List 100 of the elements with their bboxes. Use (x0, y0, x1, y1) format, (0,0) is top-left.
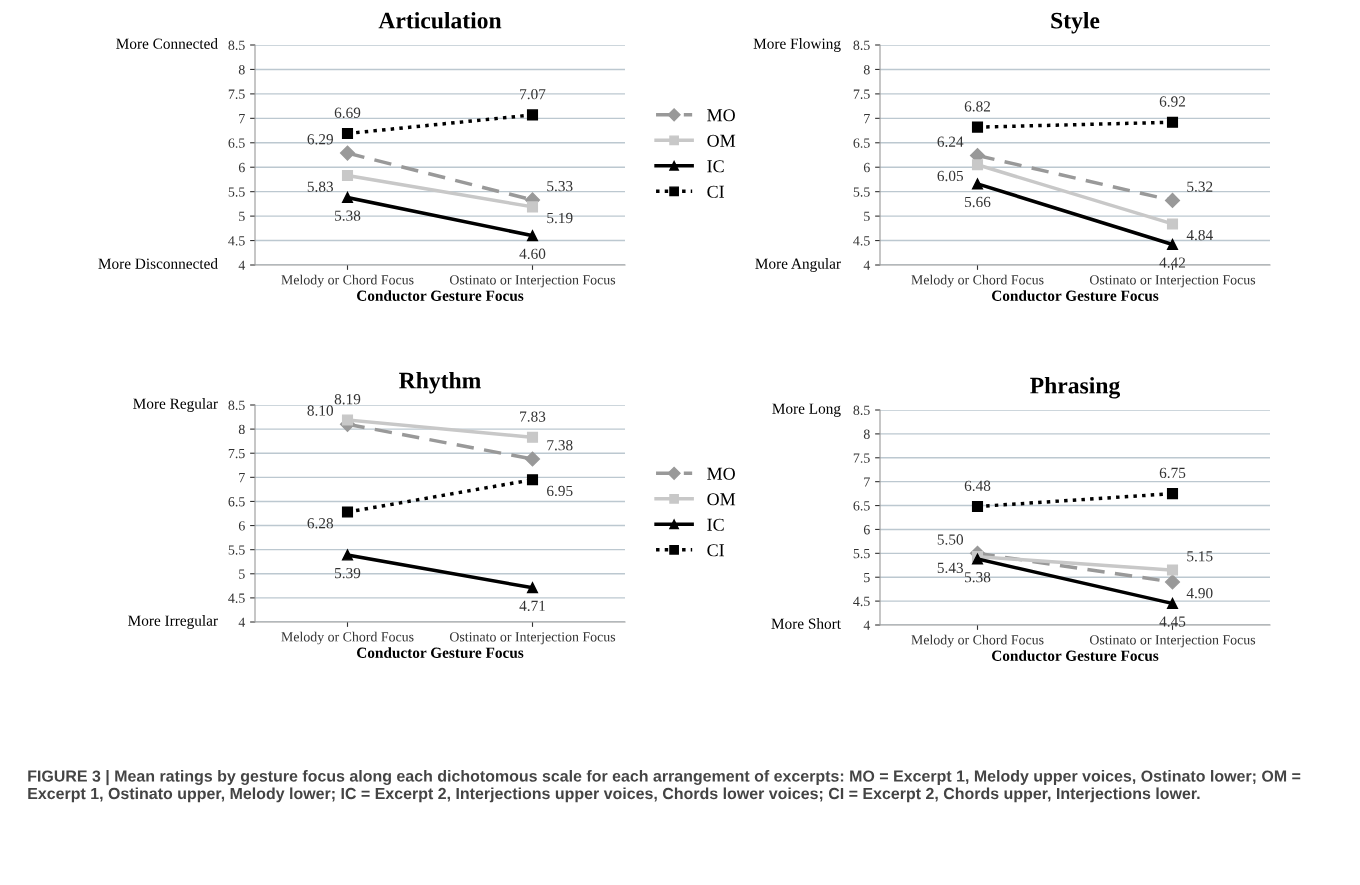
y-tick-label: 6 (238, 162, 245, 173)
legend-label: CI (707, 185, 725, 198)
y-tick-label: 7 (239, 114, 245, 124)
text: More Irregular (128, 615, 218, 629)
y-tick-label: 8 (863, 429, 870, 439)
y-tick-label: 5.5 (853, 549, 870, 559)
x-tick-label: Melody or Chord Focus (911, 274, 1044, 288)
data-label: 5.66 (965, 196, 991, 208)
point (526, 230, 539, 242)
legend-label: IC (707, 518, 724, 531)
data-label: 5.38 (965, 572, 991, 583)
y-tick-label: 4.5 (228, 593, 245, 603)
data-label: 4.60 (519, 248, 546, 259)
y-tick-label: 7.5 (853, 89, 870, 99)
y-tick-label: 5.5 (853, 187, 870, 197)
point (341, 127, 354, 140)
data-label: 7.38 (547, 440, 573, 451)
data-label: 4.71 (519, 600, 545, 612)
chart-title: Style (1051, 11, 1100, 34)
point (1166, 597, 1179, 610)
y-tick-label: 4 (238, 260, 246, 270)
legend-label: MO (707, 109, 735, 122)
legend-label: MO (707, 467, 735, 480)
data-label: 5.15 (1187, 551, 1213, 562)
y-tick-label: 6 (863, 525, 870, 535)
x-tick-label: Melody or Chord Focus (281, 631, 414, 645)
y-tick-label: 7.5 (853, 453, 870, 463)
point (524, 451, 541, 467)
y-tick-label: 7.5 (228, 448, 245, 459)
data-label: 4.90 (1186, 588, 1213, 599)
data-label: 5.33 (547, 181, 573, 192)
data-label: 6.28 (307, 518, 334, 529)
y-tick-label: 8 (238, 424, 245, 435)
point (971, 121, 984, 133)
x-tick-label: Melody or Chord Focus (281, 274, 414, 288)
data-label: 7.83 (520, 411, 546, 422)
y-tick-label: 5 (864, 572, 870, 583)
y-tick-label: 4.5 (853, 236, 870, 246)
point (341, 549, 354, 561)
y-tick-label: 8 (863, 65, 870, 75)
y-tick-label: 4 (863, 620, 871, 630)
point (1166, 238, 1179, 251)
point (526, 201, 539, 213)
data-label: 6.24 (937, 136, 964, 147)
text: More Flowing (753, 38, 841, 52)
x-tick-label: Melody or Chord Focus (911, 634, 1044, 648)
data-label: 5.19 (547, 212, 573, 224)
y-tick-label: 8.5 (228, 40, 245, 51)
y-tick-label: 7 (239, 473, 245, 483)
y-tick-label: 5.5 (228, 187, 245, 197)
y-tick-label: 8.5 (228, 400, 245, 411)
data-label: 6.48 (964, 480, 991, 491)
y-tick-label: 4 (863, 260, 871, 270)
x-axis-title: Conductor Gesture Focus (356, 647, 524, 658)
y-tick-label: 4 (238, 617, 246, 627)
y-tick-label: 5 (239, 211, 245, 222)
y-tick-label: 7.5 (228, 89, 245, 99)
y-tick-label: 6.5 (853, 138, 870, 148)
point (1166, 218, 1179, 230)
data-label: 5.38 (335, 210, 361, 221)
x-tick-label: Ostinato or Interjection Focus (1089, 635, 1256, 648)
x-axis-title: Conductor Gesture Focus (991, 290, 1159, 301)
point (339, 145, 356, 161)
chart-title: Phrasing (1030, 376, 1121, 399)
x-tick-label: Ostinato or Interjection Focus (449, 632, 616, 645)
x-tick-label: Ostinato or Interjection Focus (1089, 275, 1256, 288)
text: More Disconnected (98, 258, 218, 269)
y-tick-label: 5.5 (228, 545, 245, 555)
point (1166, 116, 1179, 128)
data-label: 8.19 (334, 394, 361, 405)
y-tick-label: 8.5 (853, 405, 870, 416)
y-tick-label: 6.5 (228, 497, 245, 507)
y-tick-label: 7 (864, 477, 870, 487)
y-tick-label: 8.5 (853, 40, 870, 51)
data-label: 6.92 (1159, 96, 1186, 107)
x-axis-title: Conductor Gesture Focus (356, 290, 524, 301)
data-label: 6.95 (547, 485, 573, 497)
legend-label: OM (707, 134, 736, 147)
text: More Angular (755, 258, 841, 272)
y-tick-label: 6.5 (228, 138, 245, 148)
data-label: 6.29 (307, 134, 333, 145)
point (341, 169, 354, 182)
y-tick-label: 6 (238, 521, 245, 531)
point (971, 500, 984, 513)
y-tick-label: 6.5 (853, 501, 870, 511)
y-tick-label: 4.5 (853, 596, 870, 607)
point (341, 506, 354, 518)
data-label: 6.82 (964, 101, 991, 112)
data-label: 6.69 (334, 107, 361, 118)
point (526, 431, 539, 443)
text: More Short (771, 618, 841, 629)
data-label: 4.45 (1159, 616, 1186, 627)
point (526, 109, 539, 121)
data-label: 5.39 (335, 567, 361, 579)
chart-title: Articulation (378, 11, 502, 29)
point (1166, 564, 1179, 576)
text: More Regular (133, 398, 218, 412)
data-label: 6.05 (937, 170, 964, 182)
data-label: 6.75 (1159, 467, 1186, 479)
data-label: 5.83 (307, 181, 334, 192)
